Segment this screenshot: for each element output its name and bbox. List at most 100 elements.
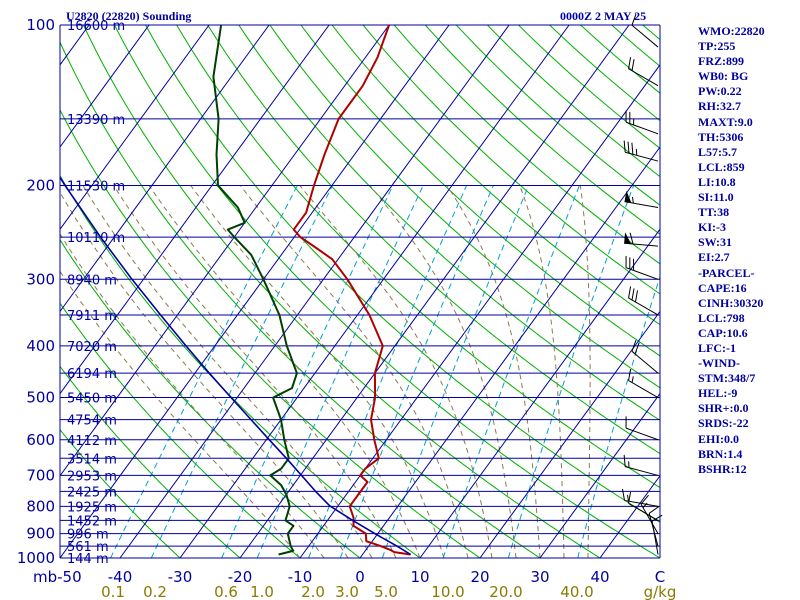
- index-item: PW:0.22: [698, 84, 742, 99]
- mixing-ratio-tick-label: 5.0: [374, 583, 398, 600]
- wind-barb: [625, 255, 659, 280]
- temperature-tick-label: 40: [590, 568, 609, 586]
- height-label: 6194 m: [67, 367, 117, 382]
- temperature-tick-label: -40: [108, 568, 133, 586]
- isotherm: [419, 228, 660, 559]
- index-item: TH:5306: [698, 129, 744, 144]
- index-item: MAXT:9.0: [698, 114, 753, 129]
- temperature-tick-label: 20: [470, 568, 489, 586]
- temperature-tick-label: -30: [168, 568, 193, 586]
- isotherm: [359, 146, 660, 559]
- index-item: RH:32.7: [698, 99, 741, 114]
- height-label: 2953 m: [67, 469, 117, 484]
- index-item: BRN:1.4: [698, 446, 743, 461]
- isotherm: [299, 64, 660, 559]
- height-label: 1452 m: [67, 514, 117, 529]
- isotherm: [60, 25, 210, 231]
- wind-barbs: [621, 14, 663, 555]
- moist-adiabat: [148, 185, 421, 559]
- moist-adiabat: [60, 191, 349, 559]
- index-item: HEL:-9: [698, 386, 738, 401]
- index-item: LI:10.8: [698, 174, 736, 189]
- temperature-profile: [292, 25, 411, 556]
- index-item: SRDS:-22: [698, 416, 749, 431]
- temperature-tick-label: 30: [530, 568, 549, 586]
- isotherm: [119, 25, 510, 559]
- wind-barb: [624, 190, 659, 209]
- isotherm: [60, 25, 270, 313]
- height-label: 144 m: [67, 552, 109, 567]
- index-item: STM:348/7: [698, 371, 756, 386]
- pressure-tick-label: 1000: [17, 549, 55, 567]
- dry-adiabat: [82, 25, 601, 559]
- mixing-ratio-unit-label: g/kg: [644, 583, 677, 600]
- isotherm: [0, 25, 29, 558]
- wind-barb: [628, 368, 659, 398]
- mixing-ratio-line: [339, 185, 494, 559]
- index-item: -PARCEL-: [698, 265, 755, 280]
- index-item: WMO:22820: [698, 24, 765, 38]
- index-item: BSHR:12: [698, 461, 747, 476]
- index-item: LCL:798: [698, 310, 745, 325]
- pressure-tick-label: 600: [26, 431, 55, 449]
- wind-barb: [621, 488, 659, 507]
- mixing-ratio-tick-label: 1.0: [250, 583, 274, 600]
- index-item: -WIND-: [698, 356, 740, 371]
- height-label: 2425 m: [67, 485, 117, 500]
- wind-barb: [624, 232, 659, 247]
- pressure-tick-label: 300: [26, 270, 55, 288]
- temperature-tick-label: -10: [288, 568, 313, 586]
- index-item: LFC:-1: [698, 340, 736, 355]
- mixing-ratio-tick-label: 10.0: [431, 583, 464, 600]
- isotherm: [479, 310, 660, 559]
- index-item: SW:31: [698, 235, 733, 250]
- moist-adiabat: [239, 185, 469, 559]
- index-item: SI:11.0: [698, 190, 734, 205]
- wind-barb: [631, 14, 659, 48]
- moist-adiabat: [113, 185, 397, 559]
- mixing-ratio-tick-label: 20.0: [489, 583, 522, 600]
- mixing-ratio-tick-label: 40.0: [560, 583, 593, 600]
- dry-adiabats: [60, 25, 660, 559]
- height-label: 7020 m: [67, 340, 117, 355]
- wind-barb: [628, 57, 659, 87]
- wind-barb: [625, 110, 659, 135]
- pressure-tick-label: 900: [26, 525, 55, 543]
- mixing-ratio-line: [381, 185, 530, 559]
- index-item: EHI:0.0: [698, 431, 740, 446]
- index-item: CAP:10.6: [698, 325, 748, 340]
- index-item: SHR+:0.0: [698, 401, 749, 416]
- height-label: 7911 m: [67, 309, 117, 324]
- mixing-ratio-tick-label: 0.1: [101, 583, 125, 600]
- index-item: EI:2.7: [698, 250, 730, 265]
- isotherm: [60, 25, 150, 148]
- parcel-profile: [60, 175, 412, 556]
- height-label: 561 m: [67, 540, 109, 555]
- pressure-tick-label: 700: [26, 466, 55, 484]
- pressure-tick-label: 500: [26, 389, 55, 407]
- height-label: 4112 m: [67, 434, 117, 449]
- moist-adiabat: [60, 270, 301, 559]
- moist-adiabat: [519, 185, 565, 558]
- temperature-tick-label: 0: [355, 568, 365, 586]
- height-label: 10110 m: [67, 231, 125, 246]
- height-label: 1925 m: [67, 500, 117, 515]
- temperature-tick-label: -20: [228, 568, 253, 586]
- wind-barb: [623, 140, 659, 162]
- pressure-tick-label: 800: [26, 497, 55, 515]
- wind-barb: [640, 494, 659, 534]
- temperature-tick-label: 10: [410, 568, 429, 586]
- dewpoint-profile: [212, 25, 298, 556]
- height-label: 4754 m: [67, 414, 117, 429]
- isotherm: [179, 25, 570, 559]
- temperature-tick-label: mb-50: [33, 568, 82, 586]
- sounding-profiles: [60, 25, 412, 556]
- pressure-tick-label: 200: [26, 176, 55, 194]
- moist-adiabat: [190, 185, 445, 559]
- pressure-tick-label: 100: [26, 16, 55, 34]
- mixing-ratio-line: [110, 185, 298, 559]
- pressure-tick-label: 400: [26, 337, 55, 355]
- wind-barb: [625, 416, 659, 441]
- wind-barb: [648, 506, 660, 547]
